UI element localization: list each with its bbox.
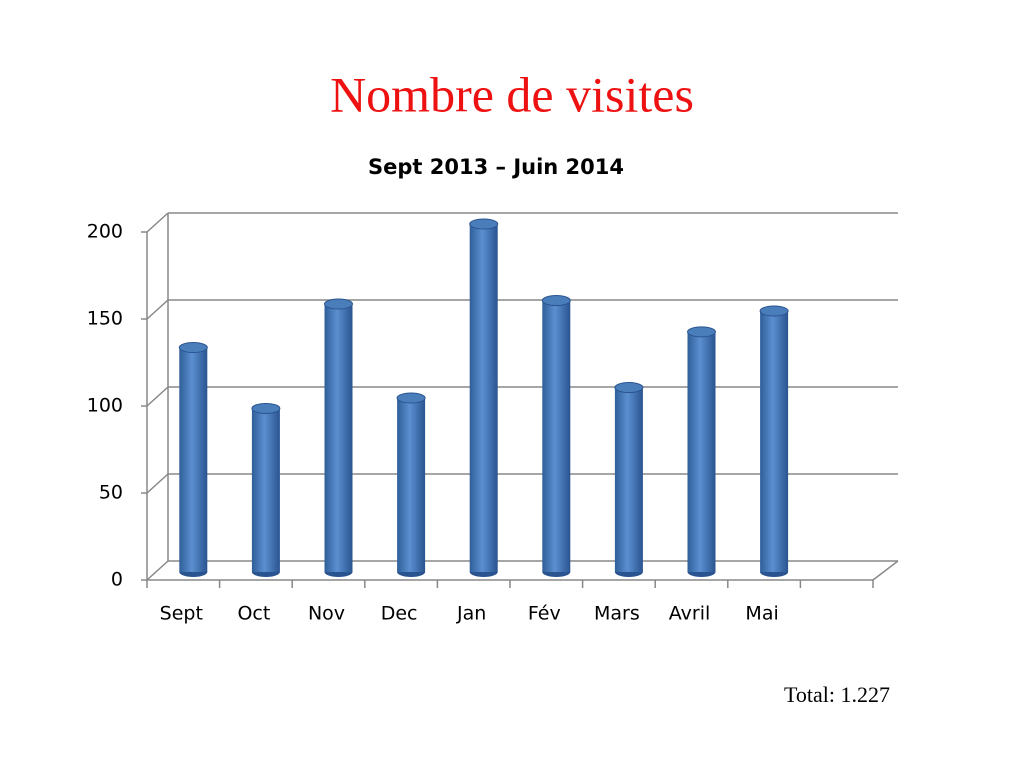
grid-line (146, 386, 169, 407)
grid-line (146, 473, 169, 494)
y-tick-label: 100 (87, 395, 123, 417)
x-tick-label: Jan (456, 603, 486, 625)
bar-top (396, 392, 426, 404)
bar (614, 387, 643, 572)
bar-top (178, 342, 208, 354)
bar-top (541, 295, 571, 307)
chart-title: Nombre de visites (330, 66, 694, 122)
bar-top (759, 305, 789, 317)
x-tick-label: Fév (528, 603, 561, 625)
grid-line (146, 560, 169, 581)
x-tick-label: Avril (669, 603, 711, 625)
bar (542, 300, 571, 572)
bar (687, 331, 716, 572)
bar-top (687, 326, 716, 338)
x-tick-label: Mai (745, 603, 778, 625)
bar-top (614, 382, 644, 394)
chart-subtitle: Sept 2013 – Juin 2014 (368, 155, 624, 179)
bar (760, 311, 789, 572)
y-tick-label: 200 (87, 221, 123, 243)
x-tick-label: Nov (308, 603, 345, 625)
axis-line (872, 560, 899, 581)
x-tick-label: Mars (594, 603, 640, 625)
y-tick-label: 150 (87, 308, 123, 330)
bar-top (251, 402, 281, 414)
y-tick-label: 50 (99, 482, 123, 504)
x-tick-label: Dec (381, 603, 418, 625)
bar (397, 398, 426, 572)
total-note: Total: 1.227 (784, 682, 890, 707)
bar (179, 347, 208, 572)
bar (324, 304, 353, 572)
y-tick-label: 0 (111, 569, 123, 591)
x-tick-label: Oct (237, 603, 270, 625)
grid-line (146, 299, 169, 320)
bar (251, 408, 280, 572)
grid-line (146, 212, 169, 233)
bar (469, 224, 498, 572)
bar-top (469, 218, 499, 230)
bar-top (324, 298, 353, 310)
x-tick-label: Sept (160, 603, 203, 625)
